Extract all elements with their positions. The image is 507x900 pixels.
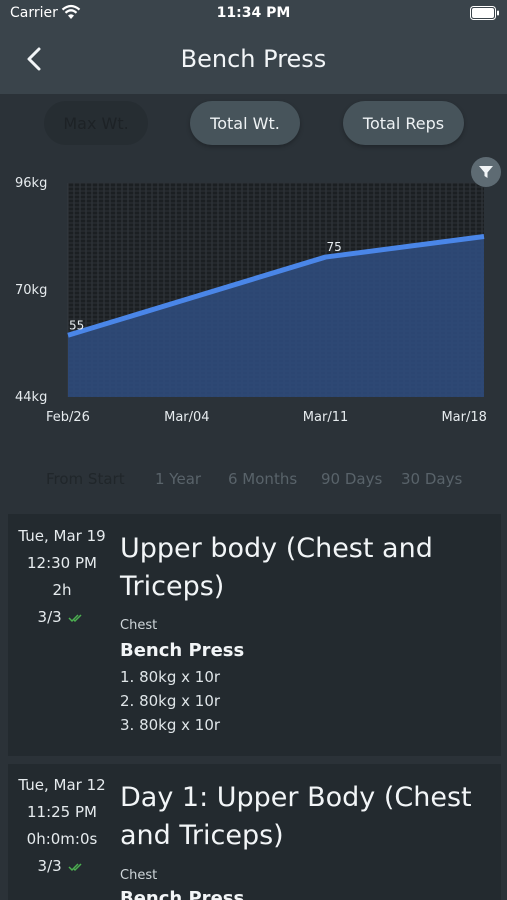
workout-title-line1: Upper body (Chest and [120,533,433,564]
nav-header: Carrier 11:34 PM Bench Press [0,0,507,94]
clock: 11:34 PM [216,5,291,21]
range-tab-6-months[interactable]: 6 Months [228,470,298,488]
filter-button[interactable] [471,157,501,187]
exercise-name: Bench Press [120,640,245,661]
back-chevron-icon[interactable] [22,44,46,74]
carrier-label: Carrier [10,5,58,21]
workout-duration: 2h [52,581,72,599]
workout-title-line2: Triceps) [120,571,225,602]
double-check-icon [68,862,82,871]
sets-done-count: 3/3 [37,857,62,875]
workout-card[interactable]: Tue, Mar 19 12:30 PM 2h 3/3 Upper body (… [8,514,501,756]
status-bar: Carrier 11:34 PM [0,0,507,30]
tab-total-weight[interactable]: Total Wt. [190,101,300,145]
sets-done-count: 3/3 [37,608,62,626]
workout-title-line2: and Triceps) [120,820,284,851]
battery-icon [470,6,499,20]
exercise-name: Bench Press [120,888,245,900]
workout-card[interactable]: Tue, Mar 12 11:25 PM 0h:0m:0s 3/3 Day 1:… [8,764,501,900]
data-label: 55 [69,318,84,332]
workout-date: Tue, Mar 12 [18,776,106,794]
workout-date: Tue, Mar 19 [18,527,106,545]
data-label: 75 [327,240,342,254]
tab-total-reps[interactable]: Total Reps [343,101,464,145]
x-tick-label: Mar/04 [164,410,209,425]
filter-icon [479,166,493,178]
x-tick-label: Mar/11 [303,410,348,425]
y-tick-label: 96kg [15,176,47,191]
workout-sets-done: 3/3 [8,604,116,631]
set-row: 3. 80kg x 10r [120,716,221,734]
x-tick-label: Feb/26 [46,410,90,425]
workout-time: 11:25 PM [27,803,97,821]
set-row: 1. 80kg x 10r [120,668,221,686]
y-tick-label: 44kg [15,390,47,405]
tab-max-weight[interactable]: Max Wt. [44,101,148,145]
workout-title: Upper body (Chest and Triceps) [120,530,490,606]
range-tab-90-days[interactable]: 90 Days [321,470,383,488]
workout-duration: 0h:0m:0s [26,830,98,848]
chart-svg: 55 75 96kg 70kg 44kg Feb/26 Mar/04 Mar/11 Mar/18 [15,176,487,425]
range-tab-from-start[interactable]: From Start [46,470,125,488]
progress-chart: 55 75 96kg 70kg 44kg Feb/26 Mar/04 Mar/11 Mar/18 [0,155,507,435]
page-title: Bench Press [180,45,327,73]
workout-meta: Tue, Mar 12 11:25 PM 0h:0m:0s 3/3 [8,772,116,880]
series-line [67,234,485,338]
workout-sets-done: 3/3 [8,853,116,880]
range-tab-30-days[interactable]: 30 Days [401,470,463,488]
range-tab-1-year[interactable]: 1 Year [155,470,202,488]
y-tick-label: 70kg [15,283,47,298]
double-check-icon [68,613,82,622]
exercise-category: Chest [120,618,158,633]
x-tick-label: Mar/18 [441,410,486,425]
workout-title: Day 1: Upper Body (Chest and Triceps) [120,779,490,855]
workout-title-line1: Day 1: Upper Body (Chest [120,782,472,813]
workout-meta: Tue, Mar 19 12:30 PM 2h 3/3 [8,523,116,631]
workout-time: 12:30 PM [27,554,97,572]
series-area [68,236,484,397]
exercise-category: Chest [120,868,158,883]
set-row: 2. 80kg x 10r [120,692,221,710]
wifi-icon [61,4,81,19]
